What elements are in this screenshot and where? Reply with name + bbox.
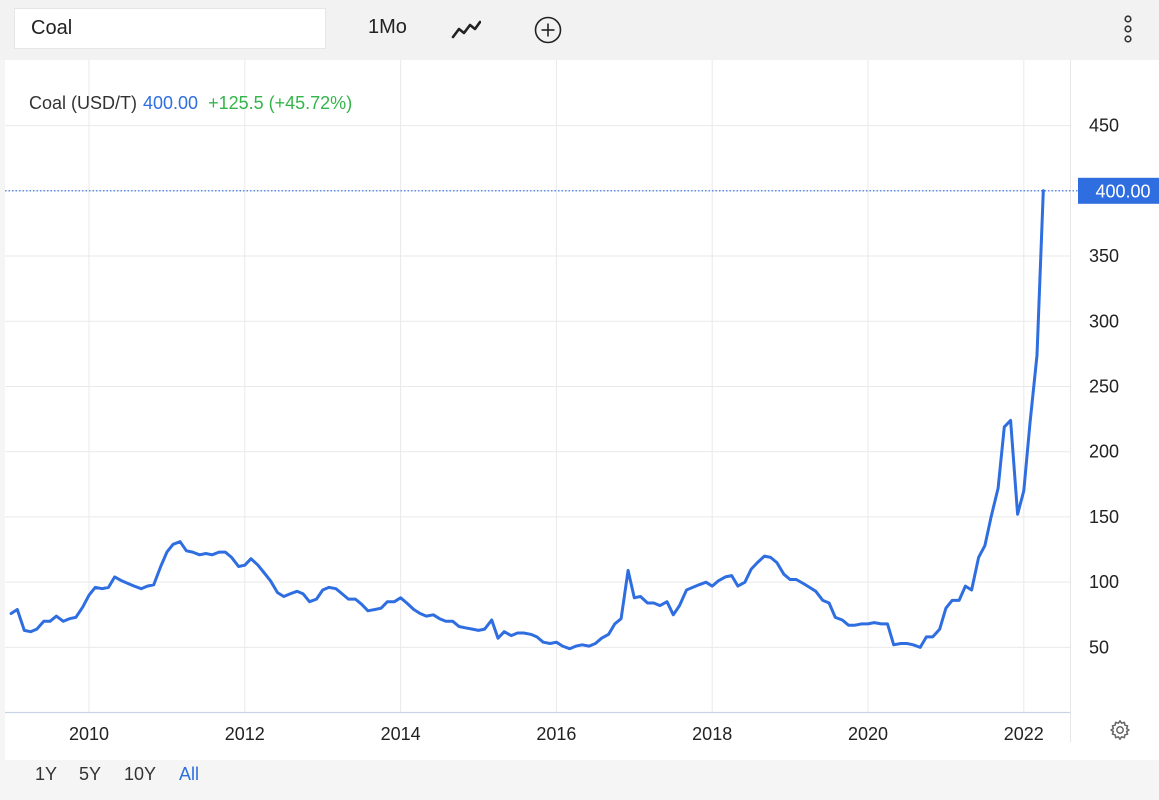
symbol-label: Coal <box>31 17 73 39</box>
x-tick-label: 2014 <box>381 724 421 744</box>
range-selector-bar <box>0 760 1159 800</box>
range-button-5y[interactable]: 5Y <box>79 764 102 784</box>
vertical-dots-icon <box>1124 15 1132 43</box>
axes <box>5 60 1071 742</box>
x-axis-labels: 2010 2012 2014 2016 2018 2020 2022 <box>69 724 1044 744</box>
x-tick-label: 2012 <box>225 724 265 744</box>
legend-series-name: Coal (USD/T) <box>29 93 138 113</box>
y-axis-labels: 50 100 150 200 250 300 350 450 <box>1089 116 1119 658</box>
legend-change: +125.5 (+45.72%) <box>208 93 353 113</box>
price-chart[interactable]: 50 100 150 200 250 300 350 450 2010 2012 2014 2016… <box>0 0 1159 760</box>
x-tick-label: 2022 <box>1004 724 1044 744</box>
plus-circle-icon <box>534 16 562 44</box>
range-button-1y[interactable]: 1Y <box>35 764 58 784</box>
y-tick-label: 50 <box>1089 637 1109 657</box>
y-tick-label: 450 <box>1089 116 1119 136</box>
x-tick-label: 2018 <box>692 724 732 744</box>
x-tick-label: 2016 <box>536 724 576 744</box>
range-button-all[interactable]: All <box>179 764 200 784</box>
series-line-coal[interactable] <box>9 189 1045 651</box>
chart-type-button[interactable] <box>451 18 482 42</box>
add-indicator-button[interactable] <box>533 15 563 45</box>
range-button-10y[interactable]: 10Y <box>124 764 157 784</box>
chart-settings-button[interactable] <box>1109 719 1131 741</box>
x-tick-label: 2010 <box>69 724 109 744</box>
y-tick-label: 300 <box>1089 311 1119 331</box>
symbol-search-box[interactable]: Coal <box>14 8 326 49</box>
last-price-tag-background <box>1078 177 1159 204</box>
legend-price: 400.00 <box>143 93 199 113</box>
last-price-tag: 400.00 <box>1078 177 1159 204</box>
more-options-button[interactable] <box>1118 14 1138 46</box>
y-tick-label: 150 <box>1089 507 1119 527</box>
period-button[interactable]: 1Mo <box>368 16 407 38</box>
grid-lines <box>5 60 1070 712</box>
x-tick-label: 2020 <box>848 724 888 744</box>
chart-legend: Coal (USD/T) 400.00 +125.5 (+45.72%) <box>29 93 352 114</box>
y-tick-label: 100 <box>1089 572 1119 592</box>
y-tick-label: 250 <box>1089 376 1119 396</box>
gear-icon <box>1110 720 1130 740</box>
line-chart-icon <box>451 20 482 39</box>
y-tick-label: 200 <box>1089 442 1119 462</box>
y-tick-label: 350 <box>1089 246 1119 266</box>
last-price-tag-label: 400.00 <box>1095 181 1150 201</box>
